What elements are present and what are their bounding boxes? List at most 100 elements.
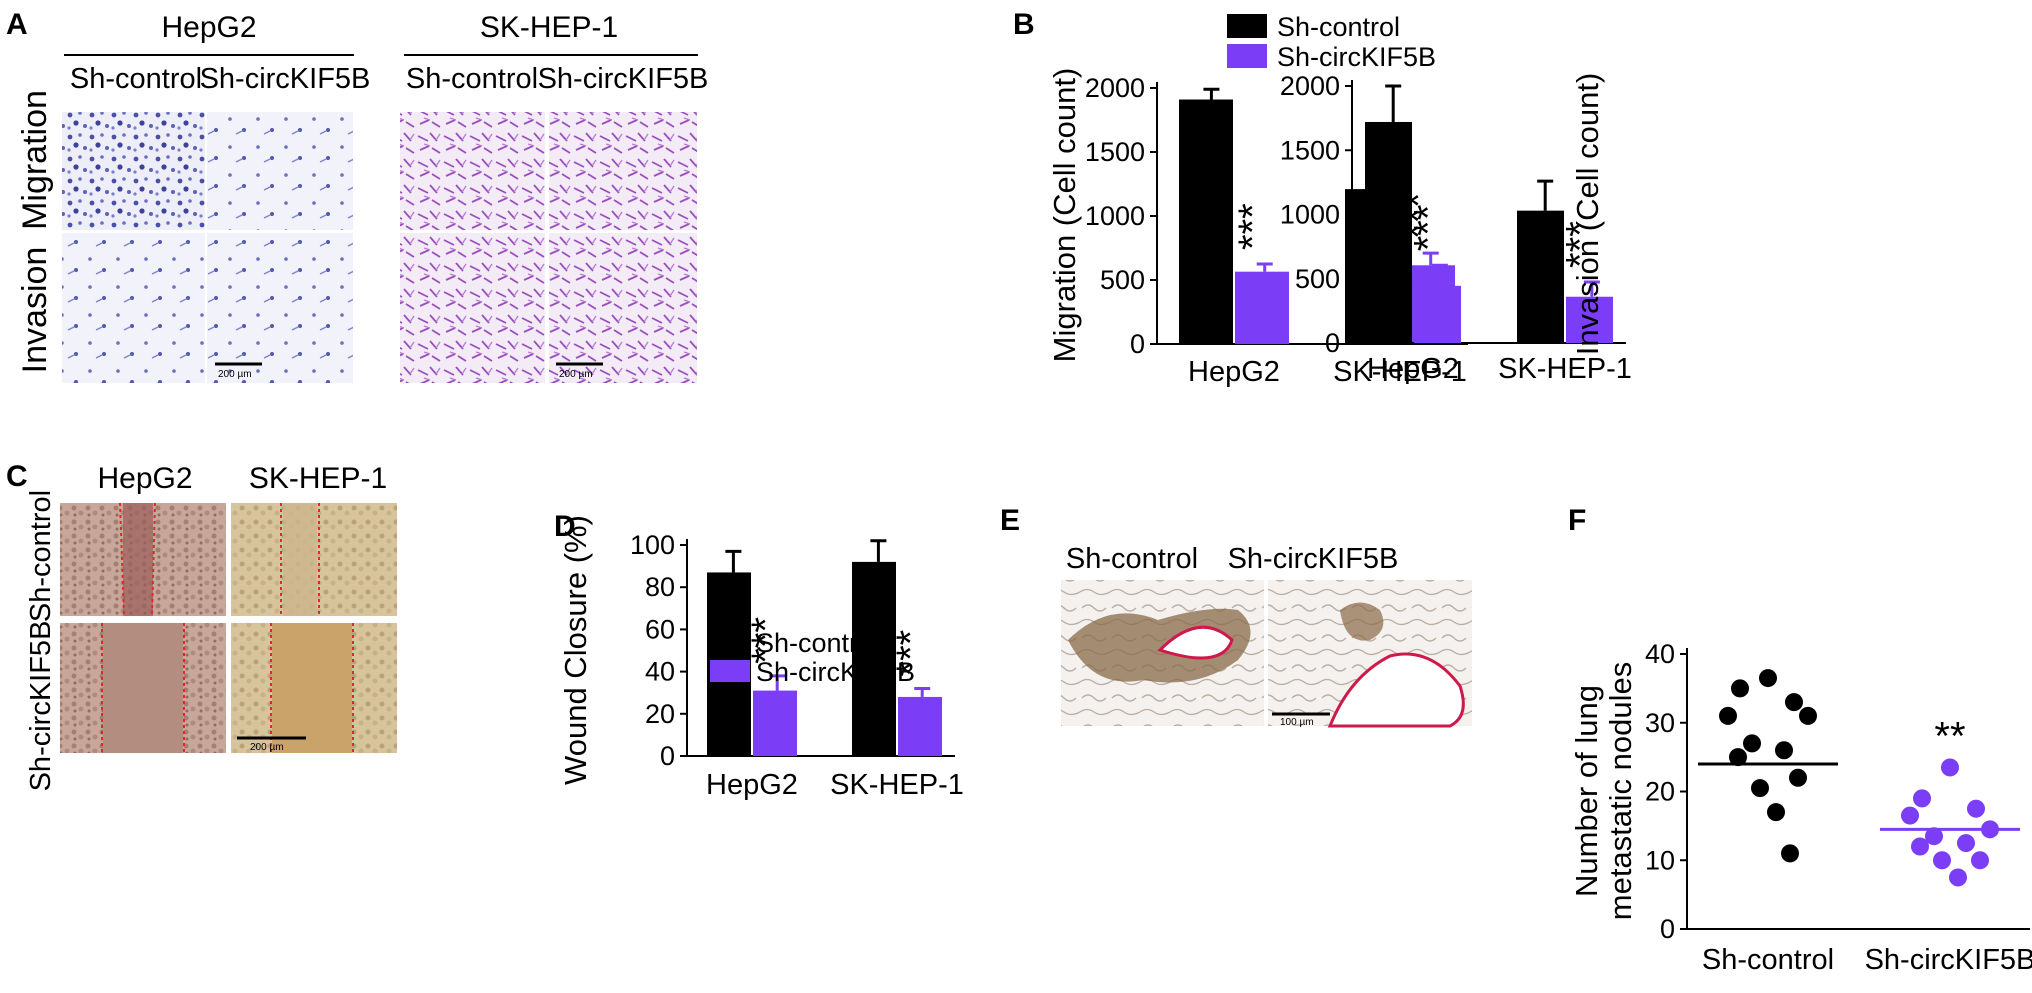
y-axis-label: Number of lung xyxy=(1569,685,1604,897)
data-point xyxy=(1781,844,1799,863)
significance-marker: *** xyxy=(1407,205,1451,252)
micrograph-hepg2-kif5b-migration xyxy=(207,112,353,230)
y-axis-label: Invasion (Cell count) xyxy=(1570,73,1605,356)
panel-A-condition-label: Sh-circKIF5B xyxy=(538,63,709,95)
data-point xyxy=(1901,806,1919,825)
data-point xyxy=(1957,834,1975,853)
significance-marker: *** xyxy=(1231,203,1275,250)
data-point xyxy=(1933,851,1951,870)
wound-edge-line xyxy=(119,502,125,617)
bar xyxy=(852,561,896,756)
micrograph-skhep-control-invasion xyxy=(400,233,545,383)
y-tick-label: 40 xyxy=(1645,639,1675,669)
scale-bar-label: 200 µm xyxy=(250,742,284,753)
bar xyxy=(1414,285,1461,343)
chart-invasion: 0500100015002000***HepG2***SK-HEP-1Invas… xyxy=(1280,71,1632,385)
y-tick-label: 1500 xyxy=(1280,135,1340,165)
data-point xyxy=(1767,803,1785,822)
data-point xyxy=(1775,741,1793,760)
bar xyxy=(1365,121,1412,343)
y-tick-label: 0 xyxy=(660,741,675,771)
data-point xyxy=(1971,851,1989,870)
y-tick-label: 60 xyxy=(645,614,675,644)
legend-label-kif5b: Sh-circKIF5B xyxy=(756,657,915,687)
data-point xyxy=(1941,758,1959,777)
wound-edge-line xyxy=(151,502,156,617)
significance-marker: *** xyxy=(889,630,933,677)
panel-A-row-label-migration: Migration xyxy=(16,90,54,230)
x-category-label: SK-HEP-1 xyxy=(1333,356,1467,388)
wound-gap xyxy=(123,503,153,616)
legend-swatch-control xyxy=(1227,14,1267,38)
scale-bar-label: 200 µm xyxy=(218,369,252,380)
panel-letter-E: E xyxy=(1000,504,1020,537)
x-category-label: HepG2 xyxy=(1367,353,1459,385)
panel-letter-A: A xyxy=(6,8,28,41)
y-tick-label: 500 xyxy=(1295,264,1340,294)
legend-D: Sh-control Sh-circKIF5B xyxy=(710,628,915,687)
y-tick-label: 1000 xyxy=(1280,200,1340,230)
wound-gap xyxy=(272,623,352,753)
y-tick-label: 0 xyxy=(1130,329,1145,359)
chart-lung-nodules: 0 10 20 30 40 Sh-control Sh-circKIF5B ** Number … xyxy=(1569,639,2032,976)
data-point xyxy=(1925,827,1943,846)
panel-C-skhep-header: SK-HEP-1 xyxy=(249,462,387,495)
y-axis-label: Wound Closure (%) xyxy=(558,515,593,785)
wound-gap xyxy=(103,623,183,753)
legend-B: Sh-control Sh-circKIF5B xyxy=(1227,12,1436,72)
bar xyxy=(1179,99,1233,345)
data-point xyxy=(1719,706,1737,725)
panel-letter-D: D xyxy=(554,510,576,543)
y-tick-label: 1000 xyxy=(1085,201,1145,231)
y-tick-label: 80 xyxy=(645,572,675,602)
panel-A-condition-label: Sh-control xyxy=(70,63,202,95)
y-tick-label: 0 xyxy=(1325,328,1340,358)
data-point xyxy=(1729,748,1747,767)
micrograph-skhep-kif5b-invasion xyxy=(549,233,697,383)
panel-A-skhep-header: SK-HEP-1 xyxy=(480,11,618,44)
y-tick-label: 2000 xyxy=(1085,73,1145,103)
x-category-label: Sh-circKIF5B xyxy=(1865,944,2032,976)
bar xyxy=(1235,271,1289,344)
panel-C-row-label-control: Sh-control xyxy=(25,490,57,622)
y-axis-label: Migration (Cell count) xyxy=(1047,68,1082,363)
micrograph-hepg2-control-invasion xyxy=(62,233,205,383)
y-tick-label: 20 xyxy=(1645,777,1675,807)
panel-letter-F: F xyxy=(1568,504,1586,537)
scale-bar-label: 200 µm xyxy=(559,369,593,380)
panel-C-row-label-kif5b: Sh-circKIF5B xyxy=(25,621,57,792)
y-tick-label: 30 xyxy=(1645,708,1675,738)
significance-marker: *** xyxy=(1559,221,1603,268)
panel-letter-B: B xyxy=(1013,8,1035,41)
micrograph-hepg2-kif5b-invasion xyxy=(207,233,353,383)
data-point xyxy=(1785,693,1803,712)
scale-bar-label: 100 µm xyxy=(1280,717,1314,728)
data-point xyxy=(1731,679,1749,698)
legend-label-kif5b: Sh-circKIF5B xyxy=(1277,42,1436,72)
bar xyxy=(753,690,797,756)
data-point xyxy=(1743,734,1761,753)
panel-E-condition-label: Sh-circKIF5B xyxy=(1228,543,1399,575)
data-point xyxy=(1967,799,1985,818)
y-tick-label: 1500 xyxy=(1085,137,1145,167)
legend-swatch-kif5b xyxy=(710,660,750,682)
data-point xyxy=(1913,789,1931,808)
panel-letter-C: C xyxy=(6,460,28,493)
data-point xyxy=(1799,706,1817,725)
legend-label-control: Sh-control xyxy=(756,628,879,658)
data-point xyxy=(1911,837,1929,856)
y-tick-label: 20 xyxy=(645,699,675,729)
data-point xyxy=(1949,868,1967,887)
significance-marker: ** xyxy=(1934,714,1965,758)
metastatic-nodule xyxy=(1340,602,1384,641)
bar xyxy=(1566,296,1613,343)
x-category-label: Sh-control xyxy=(1702,944,1834,976)
x-category-label: HepG2 xyxy=(1188,356,1280,388)
panel-A-condition-label: Sh-circKIF5B xyxy=(200,63,371,95)
legend-label-control: Sh-control xyxy=(1277,12,1400,42)
panel-C-hepg2-header: HepG2 xyxy=(97,462,192,495)
x-category-label: SK-HEP-1 xyxy=(830,769,964,801)
bar xyxy=(898,696,942,756)
y-tick-label: 500 xyxy=(1100,265,1145,295)
